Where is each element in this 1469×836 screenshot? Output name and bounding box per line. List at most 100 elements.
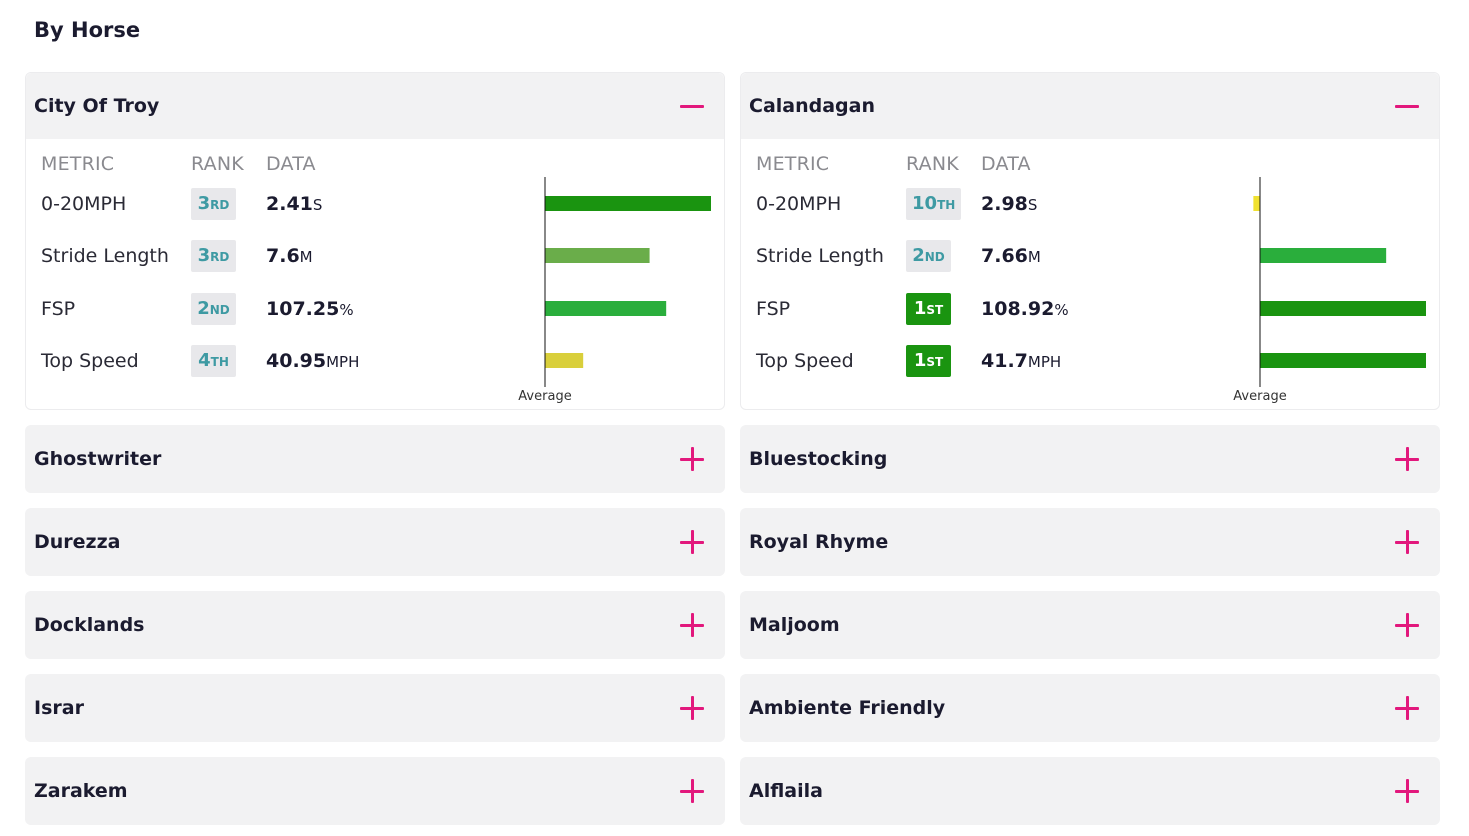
metric-label: Stride Length	[756, 245, 884, 267]
plus-icon-stroke-v	[1405, 613, 1409, 637]
horse-name: Zarakem	[34, 780, 128, 802]
metric-value-unit: %	[339, 301, 354, 319]
rank-suffix: RD	[210, 198, 230, 212]
metric-value: 2.41S	[266, 184, 322, 225]
metric-value-number: 41.7	[981, 350, 1028, 372]
left-horse-column: City Of Troy METRIC RANK DATA Average 0-20MPH…	[25, 72, 725, 836]
expand-plus-icon[interactable]	[680, 696, 704, 720]
metric-row: 0-20MPH 3RD 2.41S	[26, 184, 726, 224]
horse-name: Royal Rhyme	[749, 531, 889, 553]
horse-panel: Calandagan METRIC RANK DATA Average 0-20MPH 10…	[740, 72, 1440, 410]
expand-plus-icon[interactable]	[1395, 447, 1419, 471]
metric-row: 0-20MPH 10TH 2.98S	[741, 184, 1441, 224]
horse-name: Alflaila	[749, 780, 823, 802]
metric-value: 2.98S	[981, 184, 1037, 225]
metric-value-number: 108.92	[981, 298, 1055, 320]
horse-panel: City Of Troy METRIC RANK DATA Average 0-20MPH…	[25, 72, 725, 410]
plus-icon-stroke-v	[690, 779, 694, 803]
horse-panel-header[interactable]: Bluestocking	[740, 425, 1440, 493]
plus-icon-stroke-v	[1405, 447, 1409, 471]
rank-column-header: RANK	[191, 153, 244, 175]
metric-label: Stride Length	[41, 245, 169, 267]
horse-name: Israr	[34, 697, 84, 719]
bar-top-speed	[1260, 353, 1426, 368]
horse-panel: Durezza	[25, 508, 725, 576]
metric-label: FSP	[41, 298, 76, 320]
rank-suffix: TH	[937, 198, 956, 212]
horse-name: Bluestocking	[749, 448, 888, 470]
expand-plus-icon[interactable]	[1395, 696, 1419, 720]
metric-label: 0-20MPH	[41, 193, 127, 215]
rank-suffix: ST	[926, 355, 944, 369]
horse-name: Ambiente Friendly	[749, 697, 946, 719]
metric-row: Stride Length 3RD 7.6M	[26, 236, 726, 276]
average-label: Average	[518, 389, 572, 404]
metric-label: Top Speed	[756, 350, 854, 372]
rank-badge: 3RD	[191, 240, 236, 272]
horse-panel-header[interactable]: Israr	[25, 674, 725, 742]
metric-row: Top Speed 4TH 40.95MPH	[26, 341, 726, 381]
horse-panel: Israr	[25, 674, 725, 742]
expand-plus-icon[interactable]	[1395, 530, 1419, 554]
expand-plus-icon[interactable]	[1395, 779, 1419, 803]
expand-plus-icon[interactable]	[1395, 613, 1419, 637]
metric-value-unit: S	[312, 196, 323, 214]
metrics-table: METRIC RANK DATA Average 0-20MPH 3RD 2.41S Stri…	[26, 139, 724, 409]
rank-number: 3	[197, 245, 211, 266]
horse-panel-header[interactable]: Docklands	[25, 591, 725, 659]
expand-plus-icon[interactable]	[680, 613, 704, 637]
minus-icon-stroke-h	[680, 104, 704, 108]
metric-label: FSP	[756, 298, 791, 320]
expand-plus-icon[interactable]	[680, 447, 704, 471]
horse-panel: Bluestocking	[740, 425, 1440, 493]
horse-panel-header[interactable]: City Of Troy	[26, 73, 724, 139]
right-horse-column: Calandagan METRIC RANK DATA Average 0-20MPH 10…	[740, 72, 1440, 836]
plus-icon-stroke-v	[690, 447, 694, 471]
metric-row: Stride Length 2ND 7.66M	[741, 236, 1441, 276]
metric-value-number: 107.25	[266, 298, 340, 320]
average-label: Average	[1233, 389, 1287, 404]
expand-plus-icon[interactable]	[680, 779, 704, 803]
rank-number: 3	[197, 193, 211, 214]
metric-value: 7.66M	[981, 236, 1041, 277]
metric-row: FSP 2ND 107.25%	[26, 289, 726, 329]
plus-icon-stroke-v	[690, 530, 694, 554]
rank-number: 2	[197, 298, 210, 319]
bar-fsp	[545, 301, 667, 316]
rank-suffix: ND	[209, 303, 230, 317]
horse-panel-header[interactable]: Ambiente Friendly	[740, 674, 1440, 742]
horse-panel-header[interactable]: Maljoom	[740, 591, 1440, 659]
metric-value-unit: S	[1027, 196, 1038, 214]
plus-icon-stroke-v	[1405, 779, 1409, 803]
metric-value-unit: M	[299, 248, 313, 266]
horse-panel-header[interactable]: Ghostwriter	[25, 425, 725, 493]
rank-badge: 3RD	[191, 188, 236, 220]
rank-badge: 2ND	[906, 240, 951, 272]
horse-panel-header[interactable]: Zarakem	[25, 757, 725, 825]
collapse-minus-icon[interactable]	[1395, 94, 1419, 118]
horse-name: Docklands	[34, 614, 145, 636]
horse-panel-header[interactable]: Calandagan	[741, 73, 1439, 139]
rank-column-header: RANK	[906, 153, 959, 175]
metric-value-number: 2.41	[266, 193, 313, 215]
horse-panel-header[interactable]: Royal Rhyme	[740, 508, 1440, 576]
horse-name: Durezza	[34, 531, 121, 553]
collapse-minus-icon[interactable]	[680, 94, 704, 118]
metric-label: 0-20MPH	[756, 193, 842, 215]
metric-value: 7.6M	[266, 236, 313, 277]
horse-panel-header[interactable]: Durezza	[25, 508, 725, 576]
rank-badge: 2ND	[191, 293, 236, 325]
bar-stride-length	[545, 248, 650, 263]
horse-panel: Royal Rhyme	[740, 508, 1440, 576]
page-title: By Horse	[34, 18, 141, 42]
metric-value: 108.92%	[981, 289, 1069, 330]
metric-value-unit: MPH	[326, 353, 360, 371]
rank-suffix: ST	[926, 303, 944, 317]
bar-top-speed	[545, 353, 584, 368]
rank-suffix: ND	[924, 250, 945, 264]
expand-plus-icon[interactable]	[680, 530, 704, 554]
horse-panel-header[interactable]: Alflaila	[740, 757, 1440, 825]
data-column-header: DATA	[981, 153, 1031, 175]
horse-name: Calandagan	[749, 95, 875, 117]
rank-number: 4	[198, 350, 211, 371]
